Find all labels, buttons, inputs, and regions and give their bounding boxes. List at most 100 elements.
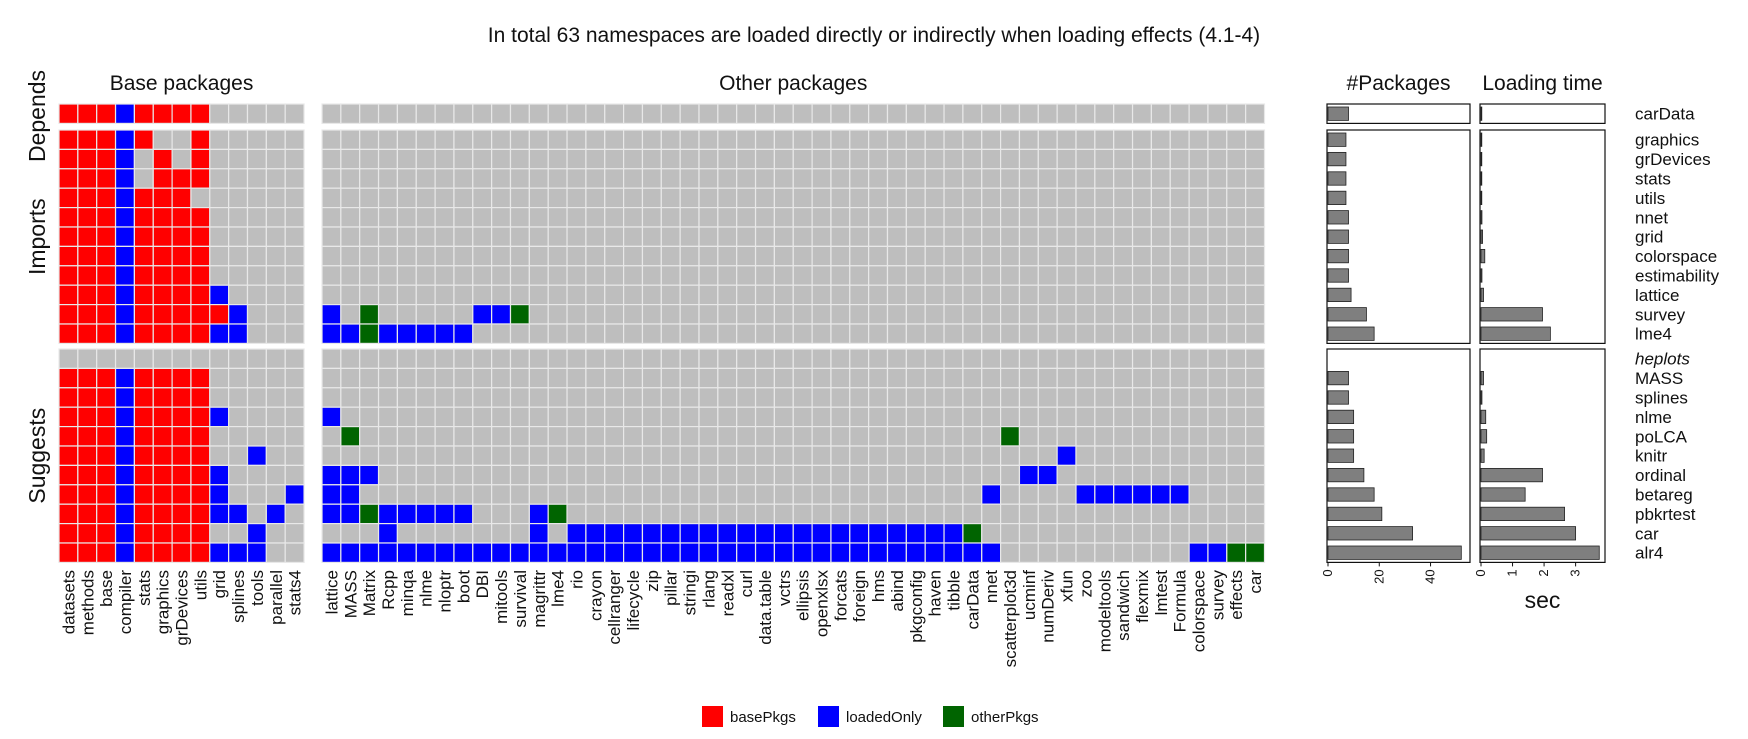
heatmap-cell — [1056, 445, 1077, 466]
heatmap-cell — [1094, 484, 1115, 505]
heatmap-cell — [1226, 323, 1247, 344]
row-group-label: Suggests — [24, 408, 50, 504]
heatmap-cell — [1150, 522, 1171, 544]
heatmap-cell — [152, 542, 173, 563]
heatmap-cell — [1131, 367, 1153, 389]
heatmap-cell — [830, 484, 851, 505]
heatmap-cell — [604, 406, 625, 428]
heatmap-cell — [152, 304, 173, 325]
heatmap-cell — [133, 484, 154, 505]
heatmap-cell — [1188, 207, 1209, 228]
heatmap-cell — [396, 148, 417, 170]
heatmap-cell — [246, 348, 267, 369]
heatmap-cell — [190, 367, 211, 389]
heatmap-cell — [152, 445, 173, 466]
axis-tick-label: 1 — [1505, 569, 1520, 576]
heatmap-cell — [773, 226, 794, 247]
heatmap-cell — [717, 484, 738, 505]
heatmap-cell — [1075, 226, 1096, 247]
heatmap-cell — [1056, 129, 1077, 150]
heatmap-cell — [641, 284, 662, 306]
column-label: base — [97, 570, 116, 607]
heatmap-cell — [660, 387, 681, 408]
heatmap-cell — [792, 503, 813, 525]
heatmap-cell — [1245, 265, 1266, 286]
heatmap-cell — [698, 323, 719, 344]
heatmap-cell — [943, 445, 964, 466]
heatmap-cell — [491, 187, 512, 209]
heatmap-cell — [1245, 103, 1266, 124]
heatmap-cell — [1226, 103, 1247, 124]
heatmap-cell — [811, 406, 832, 428]
heatmap-cell — [924, 168, 945, 189]
heatmap-cell — [114, 445, 136, 466]
heatmap-cell — [359, 387, 380, 408]
heatmap-cell — [1207, 168, 1228, 189]
heatmap-cell — [396, 522, 417, 544]
heatmap-cell — [924, 323, 945, 344]
heatmap-cell — [265, 406, 286, 428]
heatmap-cell — [434, 265, 455, 286]
heatmap-cell — [943, 168, 964, 189]
heatmap-cell — [679, 207, 700, 228]
heatmap-cell — [717, 207, 738, 228]
heatmap-cell — [641, 542, 662, 563]
heatmap-cell — [1226, 348, 1247, 369]
heatmap-cell — [396, 304, 417, 325]
heatmap-cell — [1113, 522, 1134, 544]
heatmap-cell — [1188, 406, 1209, 428]
bar — [1480, 132, 1483, 147]
heatmap-cell — [905, 323, 926, 344]
heatmap-cell — [1207, 226, 1228, 247]
column-label: boot — [454, 570, 473, 603]
heatmap-cell — [284, 187, 305, 209]
heatmap-cell — [96, 148, 117, 170]
heatmap-cell — [773, 265, 794, 286]
heatmap-cell — [905, 426, 926, 447]
row-label: ordinal — [1635, 466, 1686, 485]
heatmap-cell — [528, 522, 549, 544]
bar — [1327, 467, 1365, 483]
heatmap-cell — [981, 168, 1002, 189]
heatmap-cell — [265, 484, 286, 505]
heatmap-cell — [509, 445, 530, 466]
heatmap-cell — [491, 148, 512, 170]
bar — [1480, 467, 1543, 483]
heatmap-cell — [886, 503, 907, 525]
heatmap-cell — [999, 503, 1021, 525]
heatmap-cell — [811, 245, 832, 267]
heatmap-cell — [528, 187, 549, 209]
heatmap-cell — [396, 323, 417, 344]
heatmap-cell — [77, 367, 98, 389]
heatmap-cell — [1056, 522, 1077, 544]
heatmap-cell — [1094, 284, 1115, 306]
heatmap-cell — [359, 187, 380, 209]
heatmap-cell — [1245, 522, 1266, 544]
heatmap-cell — [679, 464, 700, 486]
heatmap-cell — [585, 103, 606, 124]
heatmap-cell — [849, 148, 870, 170]
heatmap-cell — [1018, 367, 1039, 389]
heatmap-cell — [171, 187, 192, 209]
heatmap-cell — [792, 103, 813, 124]
column-label: parallel — [267, 570, 286, 625]
heatmap-cell — [228, 284, 249, 306]
heatmap-cell — [1169, 148, 1190, 170]
heatmap-cell — [114, 284, 136, 306]
heatmap-cell — [453, 503, 474, 525]
heatmap-cell — [792, 187, 813, 209]
heatmap-cell — [1188, 367, 1209, 389]
heatmap-cell — [792, 226, 813, 247]
heatmap-cell — [981, 304, 1002, 325]
heatmap-cell — [717, 187, 738, 209]
heatmap-cell — [1037, 542, 1058, 563]
heatmap-cell — [830, 265, 851, 286]
row-label: knitr — [1635, 447, 1667, 466]
bar — [1480, 229, 1483, 244]
heatmap-cell — [1207, 503, 1228, 525]
heatmap-cell — [453, 129, 474, 150]
heatmap-cell — [246, 503, 267, 525]
heatmap-cell — [246, 387, 267, 408]
heatmap-cell — [528, 484, 549, 505]
